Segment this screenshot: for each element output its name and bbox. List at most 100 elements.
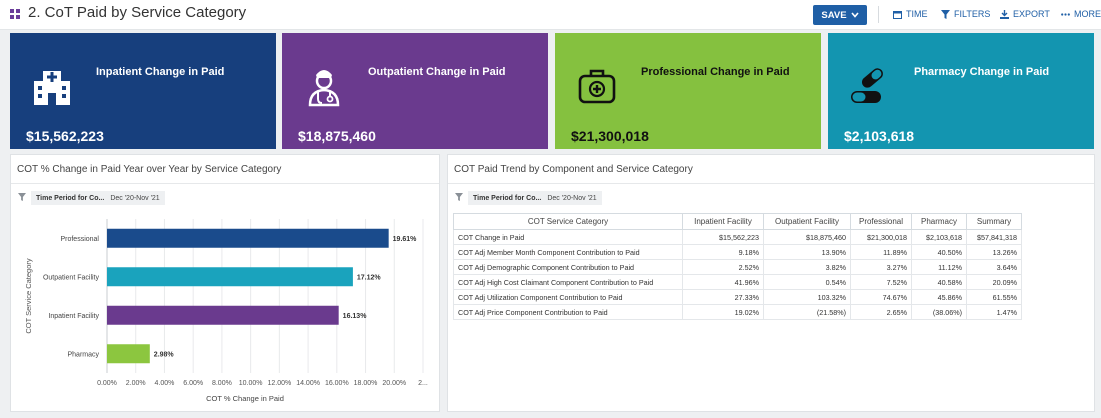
column-header[interactable]: Inpatient Facility xyxy=(682,213,764,230)
x-axis-title: COT % Change in Paid xyxy=(206,394,284,403)
medical-kit-icon xyxy=(578,69,616,104)
bar-chart: 0.00% 2.00% 4.00% 6.00% 8.00% 10.00% 12.00% 14.… xyxy=(24,219,428,403)
row-label: COT Change in Paid xyxy=(453,229,683,245)
row-label: COT Adj Price Component Contribution to … xyxy=(453,304,683,320)
table-cell: 74.67% xyxy=(850,289,912,305)
row-label: COT Adj High Cost Claimant Component Con… xyxy=(453,274,683,290)
table-cell: 40.58% xyxy=(911,274,967,290)
table-cell: 2.65% xyxy=(850,304,912,320)
more-label: MORE xyxy=(1074,9,1101,19)
kpi-value: $15,562,223 xyxy=(26,128,104,144)
filter-value: Dec '20-Nov '21 xyxy=(110,194,160,202)
table-row: COT Adj Demographic Component Contributi… xyxy=(453,259,1022,275)
table-cell: 40.50% xyxy=(911,244,967,260)
x-tick-label: 16.00% xyxy=(325,380,349,387)
table-panel: COT Paid Trend by Component and Service … xyxy=(447,154,1095,412)
table-cell: $21,300,018 xyxy=(850,229,912,245)
table-cell: 41.96% xyxy=(682,274,764,290)
x-tick-label: 0.00% xyxy=(97,380,117,387)
bar xyxy=(107,344,150,364)
table-cell: 11.12% xyxy=(911,259,967,275)
x-tick-label: 6.00% xyxy=(183,380,203,387)
column-header[interactable]: Outpatient Facility xyxy=(763,213,851,230)
table-cell: 1.47% xyxy=(966,304,1022,320)
time-button[interactable]: TIME xyxy=(893,9,928,19)
chart-panel: COT % Change in Paid Year over Year by S… xyxy=(10,154,440,412)
filter-icon xyxy=(455,193,463,201)
chart-panel-title: COT % Change in Paid Year over Year by S… xyxy=(17,164,282,175)
table-cell: 3.82% xyxy=(763,259,851,275)
table-cell: 7.52% xyxy=(850,274,912,290)
kpi-card-inpatient[interactable]: Inpatient Change in Paid $15,562,223 xyxy=(10,33,276,149)
bar xyxy=(107,267,353,287)
chevron-down-icon xyxy=(850,12,859,18)
table-cell: 19.02% xyxy=(682,304,764,320)
dashboard-grid-icon[interactable] xyxy=(10,9,20,19)
time-period-filter[interactable]: Time Period for Co... Dec '20-Nov '21 xyxy=(31,191,165,205)
x-tick-label: 8.00% xyxy=(212,380,232,387)
kpi-title: Inpatient Change in Paid xyxy=(96,66,225,78)
component-table: COT Service Category Inpatient Facility … xyxy=(453,213,1022,320)
table-cell: 13.90% xyxy=(763,244,851,260)
column-header[interactable]: Summary xyxy=(966,213,1022,230)
y-tick-label: Inpatient Facility xyxy=(48,313,99,320)
table-cell: 3.64% xyxy=(966,259,1022,275)
more-dots-icon xyxy=(1061,12,1070,16)
table-cell: $2,103,618 xyxy=(911,229,967,245)
row-label: COT Adj Demographic Component Contributi… xyxy=(453,259,683,275)
filter-icon xyxy=(18,193,26,201)
kpi-card-outpatient[interactable]: Outpatient Change in Paid $18,875,460 xyxy=(282,33,548,149)
filter-value: Dec '20-Nov '21 xyxy=(547,194,597,202)
column-header[interactable]: Professional xyxy=(850,213,912,230)
table-row: COT Adj Utilization Component Contributi… xyxy=(453,289,1022,305)
filter-icon xyxy=(941,9,950,19)
hospital-icon xyxy=(34,71,70,105)
header-bar: 2. CoT Paid by Service Category SAVE TIM… xyxy=(0,0,1101,30)
bar-value-label: 16.13% xyxy=(343,313,368,320)
x-tick-label: 12.00% xyxy=(267,380,291,387)
table-panel-title: COT Paid Trend by Component and Service … xyxy=(454,164,693,175)
more-button[interactable]: MORE xyxy=(1061,9,1101,19)
time-period-filter[interactable]: Time Period for Co... Dec '20-Nov '21 xyxy=(468,191,602,205)
table-row: COT Adj Member Month Component Contribut… xyxy=(453,244,1022,260)
kpi-card-pharmacy[interactable]: Pharmacy Change in Paid $2,103,618 xyxy=(828,33,1094,149)
table-cell: 20.09% xyxy=(966,274,1022,290)
y-axis-title: COT Service Category xyxy=(24,258,33,334)
x-tick-label: 2.00% xyxy=(126,380,146,387)
column-header[interactable]: Pharmacy xyxy=(911,213,967,230)
table-cell: 61.55% xyxy=(966,289,1022,305)
y-tick-label: Outpatient Facility xyxy=(43,274,100,281)
table-row: COT Adj Price Component Contribution to … xyxy=(453,304,1022,320)
table-cell: 45.86% xyxy=(911,289,967,305)
export-button[interactable]: EXPORT xyxy=(1000,9,1050,19)
table-cell: $18,875,460 xyxy=(763,229,851,245)
save-button[interactable]: SAVE xyxy=(813,5,867,25)
panel-divider xyxy=(11,183,439,184)
filters-button[interactable]: FILTERS xyxy=(941,9,990,19)
x-tick-label: 4.00% xyxy=(155,380,175,387)
column-header[interactable]: COT Service Category xyxy=(453,213,683,230)
table-cell: 13.26% xyxy=(966,244,1022,260)
x-tick-label: 2... xyxy=(418,380,428,387)
kpi-card-professional[interactable]: Professional Change in Paid $21,300,018 xyxy=(555,33,821,149)
table-cell: 2.52% xyxy=(682,259,764,275)
table-cell: 9.18% xyxy=(682,244,764,260)
table-cell: $15,562,223 xyxy=(682,229,764,245)
x-tick-label: 10.00% xyxy=(239,380,263,387)
kpi-title: Pharmacy Change in Paid xyxy=(914,66,1050,78)
row-label: COT Adj Member Month Component Contribut… xyxy=(453,244,683,260)
panel-divider xyxy=(448,183,1094,184)
table-cell: (21.58%) xyxy=(763,304,851,320)
table-cell: $57,841,318 xyxy=(966,229,1022,245)
x-tick-label: 18.00% xyxy=(354,380,378,387)
export-label: EXPORT xyxy=(1013,9,1050,19)
download-icon xyxy=(1000,9,1009,19)
toolbar-divider xyxy=(878,6,879,23)
table-cell: (38.06%) xyxy=(911,304,967,320)
y-tick-label: Professional xyxy=(60,236,99,243)
filter-label: Time Period for Co... xyxy=(473,194,542,202)
kpi-value: $18,875,460 xyxy=(298,128,376,144)
x-tick-label: 20.00% xyxy=(382,380,406,387)
table-cell: 27.33% xyxy=(682,289,764,305)
kpi-value: $2,103,618 xyxy=(844,128,915,144)
